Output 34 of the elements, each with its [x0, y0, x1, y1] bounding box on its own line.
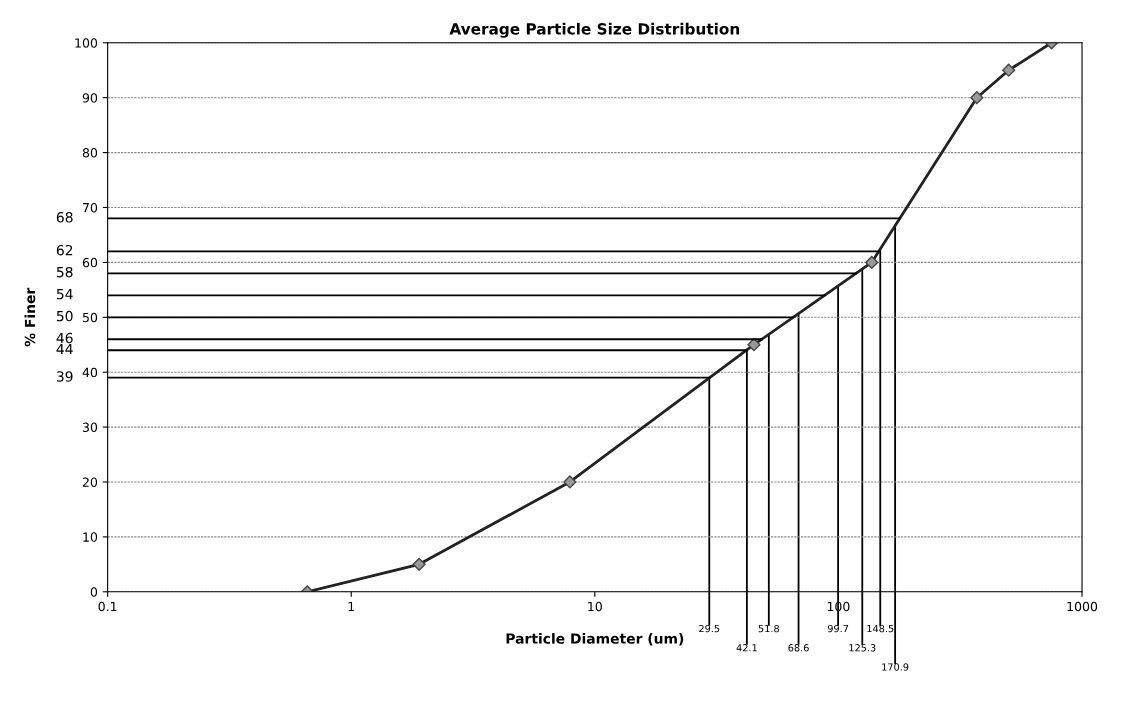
y-tick-label: 30 [82, 422, 98, 433]
y-tick-label: 60 [82, 257, 98, 268]
ref-line-label: 58 [56, 266, 73, 278]
y-tick-label: 100 [75, 38, 98, 48]
y-tick-label: 80 [82, 148, 98, 158]
ref-line-label: 50 [56, 310, 73, 322]
ref-line-label: 148.5 [867, 624, 894, 633]
ref-line-label: 99.7 [827, 624, 849, 633]
y-tick-label: 50 [82, 312, 98, 323]
ref-line-label: 68.6 [788, 644, 809, 652]
ref-line-label: 39 [56, 371, 73, 382]
y-tick-label: 10 [83, 532, 98, 542]
x-tick-label: 0.1 [98, 601, 117, 612]
y-tick-label: 90 [82, 93, 98, 103]
y-axis-title: % Finer [24, 287, 36, 347]
ref-line-label: 170.9 [882, 663, 909, 671]
y-tick-label: 70 [83, 202, 98, 213]
ref-line-label: 68 [56, 211, 73, 223]
ref-line-label: 44 [56, 343, 73, 355]
y-tick-label: 40 [82, 367, 98, 378]
chart-title: Average Particle Size Distribution [449, 22, 740, 38]
y-tick-label: 0 [90, 587, 98, 597]
ref-line-label: 51.8 [758, 624, 779, 633]
x-tick-label: 10 [588, 601, 602, 612]
ref-line-label: 46 [56, 332, 73, 344]
x-axis-title: Particle Diameter (um) [506, 633, 684, 646]
ref-line-label: 29.5 [699, 624, 720, 633]
y-tick-label: 20 [82, 477, 98, 487]
x-tick-label: 1 [348, 601, 355, 612]
ref-line-label: 54 [56, 289, 73, 300]
ref-line-label: 125.3 [849, 644, 876, 652]
ref-line-label: 62 [56, 244, 73, 256]
ref-line-label: 42.1 [736, 644, 757, 652]
x-tick-label: 1000 [1067, 601, 1098, 612]
